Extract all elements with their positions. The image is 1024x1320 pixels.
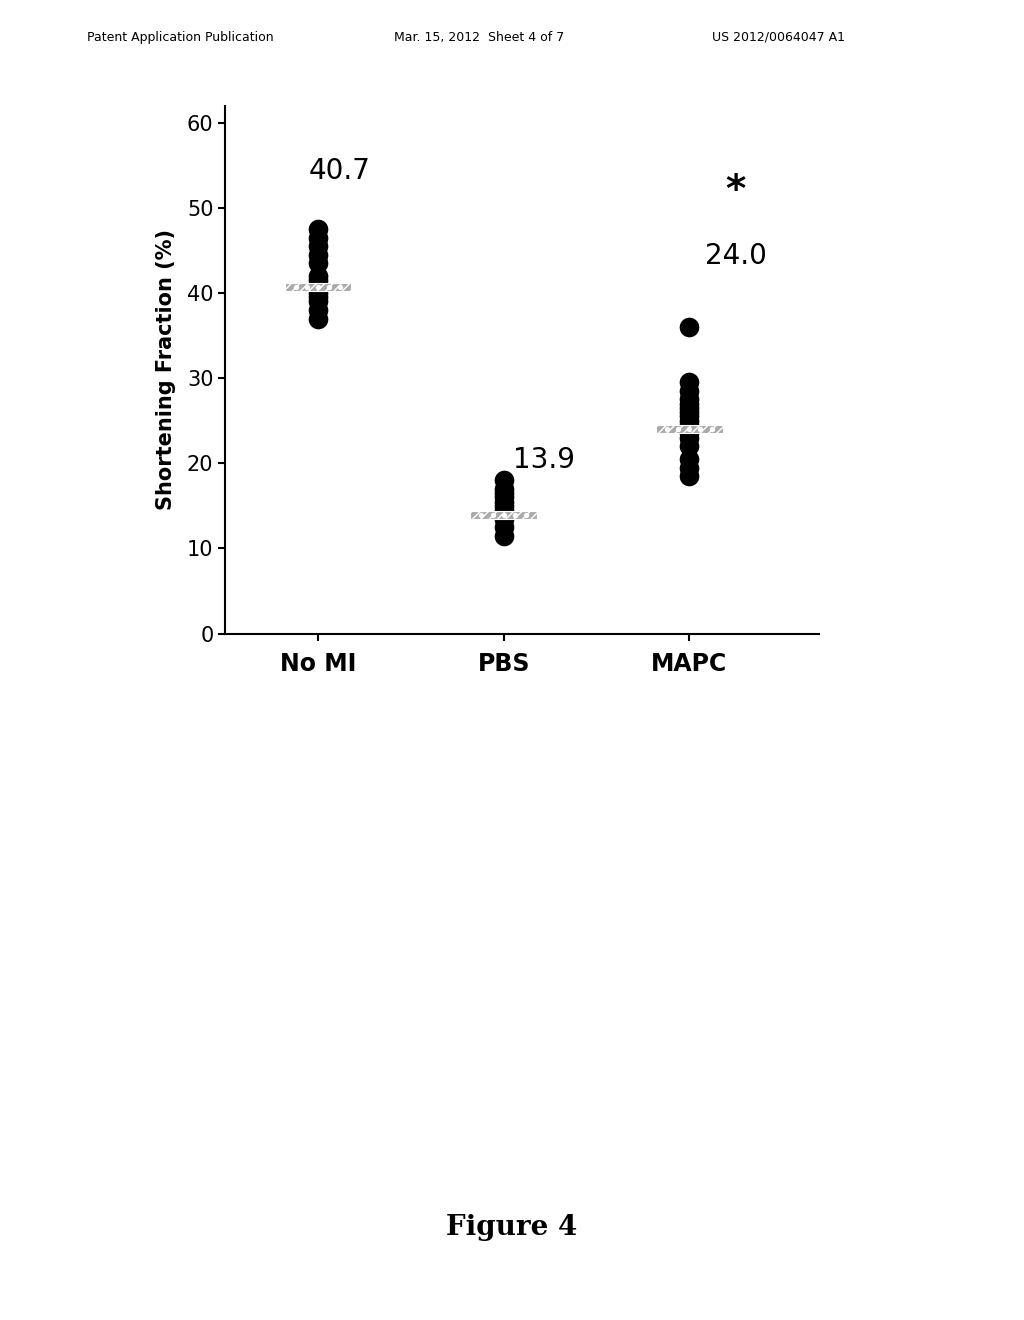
Point — [496, 504, 512, 525]
Point — [681, 414, 697, 436]
Point — [681, 449, 697, 470]
Point — [322, 276, 338, 297]
Point — [310, 269, 327, 290]
Point — [310, 279, 327, 300]
Point — [496, 508, 512, 529]
Point — [310, 308, 327, 329]
Point — [703, 418, 720, 440]
Text: *: * — [726, 172, 745, 210]
Point — [496, 478, 512, 499]
Text: 40.7: 40.7 — [309, 157, 371, 185]
Text: US 2012/0064047 A1: US 2012/0064047 A1 — [712, 30, 845, 44]
Point — [681, 380, 697, 401]
Point — [658, 418, 675, 440]
Point — [310, 227, 327, 248]
Text: 24.0: 24.0 — [705, 242, 767, 269]
Point — [473, 504, 489, 525]
Point — [681, 372, 697, 393]
Point — [310, 219, 327, 240]
Point — [681, 457, 697, 478]
Point — [681, 401, 697, 422]
Point — [310, 300, 327, 321]
Point — [692, 418, 709, 440]
Point — [310, 286, 327, 308]
Point — [288, 276, 304, 297]
Point — [496, 483, 512, 504]
Point — [681, 436, 697, 457]
Point — [299, 276, 315, 297]
Point — [310, 244, 327, 265]
Point — [310, 290, 327, 312]
Point — [670, 418, 686, 440]
Point — [496, 491, 512, 512]
Point — [310, 282, 327, 304]
Point — [332, 276, 348, 297]
Point — [681, 397, 697, 418]
Point — [310, 273, 327, 294]
Text: Figure 4: Figure 4 — [446, 1214, 578, 1241]
Point — [496, 504, 512, 525]
Point — [518, 504, 535, 525]
Point — [681, 422, 697, 444]
Point — [681, 317, 697, 338]
Text: 13.9: 13.9 — [513, 446, 574, 474]
Point — [484, 504, 501, 525]
Point — [496, 470, 512, 491]
Point — [681, 418, 697, 440]
Point — [681, 389, 697, 411]
Point — [681, 411, 697, 432]
Point — [681, 405, 697, 426]
Text: Patent Application Publication: Patent Application Publication — [87, 30, 273, 44]
Point — [681, 418, 697, 440]
Point — [496, 525, 512, 546]
Point — [310, 276, 327, 297]
Bar — [655, 425, 723, 433]
Y-axis label: Shortening Fraction (%): Shortening Fraction (%) — [156, 230, 176, 510]
Point — [681, 466, 697, 487]
Point — [681, 393, 697, 414]
Bar — [285, 282, 351, 292]
Point — [496, 516, 512, 537]
Point — [310, 252, 327, 273]
Point — [310, 235, 327, 256]
Point — [496, 499, 512, 520]
Point — [496, 487, 512, 508]
Point — [507, 504, 523, 525]
Bar — [470, 511, 537, 520]
Text: Mar. 15, 2012  Sheet 4 of 7: Mar. 15, 2012 Sheet 4 of 7 — [394, 30, 564, 44]
Point — [310, 265, 327, 286]
Point — [681, 428, 697, 449]
Point — [496, 495, 512, 516]
